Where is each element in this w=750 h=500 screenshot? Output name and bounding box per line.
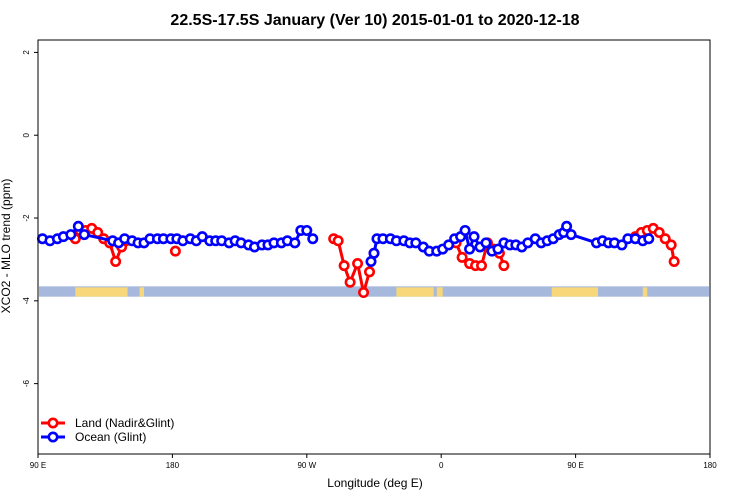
map-land-patch — [642, 287, 648, 297]
data-point-ocean — [78, 229, 90, 241]
data-point-land — [659, 233, 671, 245]
data-point-land — [169, 245, 181, 257]
plot-frame — [37, 39, 711, 455]
data-point-ocean — [289, 237, 301, 249]
series-layer — [36, 220, 680, 299]
data-point-land — [665, 239, 677, 251]
x-tick-label: 180 — [703, 461, 717, 470]
data-point-land — [338, 260, 350, 272]
data-point-ocean — [443, 239, 455, 251]
legend-land-marker — [47, 417, 59, 429]
x-tick-label: 90 W — [297, 461, 316, 470]
map-strip — [39, 286, 709, 297]
data-point-ocean — [616, 239, 628, 251]
y-tick-label: -6 — [22, 380, 31, 388]
map-land-patch — [396, 287, 434, 297]
data-point-ocean — [561, 220, 573, 232]
legend-ocean-label: Ocean (Glint) — [75, 430, 146, 444]
data-point-land — [364, 266, 376, 278]
legend: Land (Nadir&Glint) Ocean (Glint) — [41, 416, 174, 444]
map-land-patch — [139, 287, 145, 297]
data-point-land — [476, 260, 488, 272]
y-tick-label: -4 — [22, 297, 31, 305]
data-point-ocean — [459, 224, 471, 236]
data-point-land — [352, 258, 364, 270]
data-point-land — [653, 227, 665, 239]
legend-land-label: Land (Nadir&Glint) — [75, 416, 174, 430]
y-axis: 2 0 -2 -4 -6 — [22, 50, 38, 388]
x-tick-label: 180 — [166, 461, 180, 470]
y-tick-label: 2 — [22, 50, 31, 55]
map-ocean-band — [39, 286, 709, 297]
data-point-land — [358, 287, 370, 299]
data-point-land — [456, 251, 468, 263]
map-land-patch — [75, 287, 128, 297]
x-axis-label: Longitude (deg E) — [327, 476, 422, 490]
chart-title: 22.5S-17.5S January (Ver 10) 2015-01-01 … — [170, 12, 579, 29]
legend-ocean-marker — [47, 431, 59, 443]
y-tick-label: 0 — [22, 132, 31, 137]
data-point-ocean — [65, 229, 77, 241]
y-tick-label: -2 — [22, 214, 31, 222]
data-point-ocean — [368, 247, 380, 259]
data-point-land — [344, 276, 356, 288]
data-point-ocean — [468, 231, 480, 243]
x-tick-label: 90 E — [30, 461, 46, 470]
data-point-ocean — [72, 220, 84, 232]
data-point-land — [110, 255, 122, 267]
y-axis-label: XCO2 - MLO trend (ppm) — [0, 179, 13, 314]
data-point-land — [668, 255, 680, 267]
data-point-land — [332, 235, 344, 247]
data-point-ocean — [464, 243, 476, 255]
data-point-ocean — [492, 243, 504, 255]
data-point-ocean — [307, 233, 319, 245]
data-point-ocean — [643, 233, 655, 245]
data-point-ocean — [565, 229, 577, 241]
map-land-patch — [551, 287, 598, 297]
x-tick-label: 0 — [439, 461, 444, 470]
data-point-ocean — [480, 237, 492, 249]
map-land-patch — [436, 287, 443, 297]
data-point-ocean — [301, 224, 313, 236]
x-tick-label: 90 E — [567, 461, 583, 470]
x-axis: 90 E 180 90 W 0 90 E 180 — [30, 454, 717, 470]
data-point-land — [498, 260, 510, 272]
series-ocean — [36, 220, 655, 267]
